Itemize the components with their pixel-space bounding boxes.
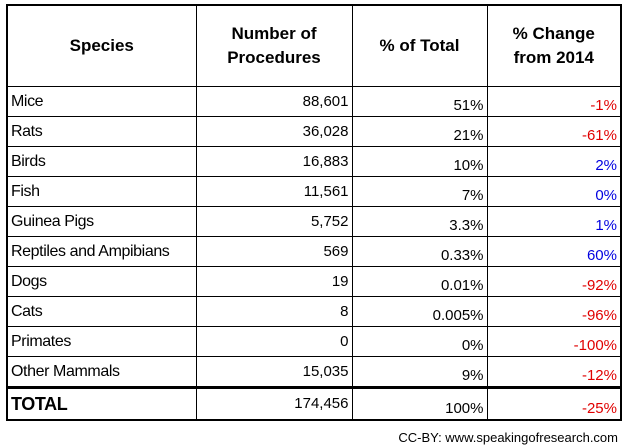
change-cell: 2% [486, 146, 622, 177]
table-row: Reptiles and Ampibians 569 0.33% 60% [6, 236, 622, 267]
change-cell: -25% [486, 386, 622, 421]
header-procedures: Number of Procedures [195, 4, 353, 87]
total-row: TOTAL 174,456 100% -25% [6, 386, 622, 421]
header-row: Species Number of Procedures % of Total … [6, 4, 622, 87]
change-cell: 1% [486, 206, 622, 237]
percent-total-cell: 51% [351, 86, 488, 117]
procedures-cell: 8 [195, 296, 353, 327]
table-row: Fish 11,561 7% 0% [6, 176, 622, 207]
percent-total-cell: 0.33% [351, 236, 488, 267]
table-row: Other Mammals 15,035 9% -12% [6, 356, 622, 388]
procedures-cell: 0 [195, 326, 353, 357]
table-row: Guinea Pigs 5,752 3.3% 1% [6, 206, 622, 237]
header-procedures-text: Number of Procedures [227, 24, 321, 67]
species-cell: Other Mammals [6, 356, 197, 388]
species-cell: Cats [6, 296, 197, 327]
table-row: Mice 88,601 51% -1% [6, 86, 622, 117]
table-row: Cats 8 0.005% -96% [6, 296, 622, 327]
species-cell: Rats [6, 116, 197, 147]
procedures-cell: 174,456 [195, 386, 353, 421]
species-cell: Birds [6, 146, 197, 177]
species-cell: Primates [6, 326, 197, 357]
header-change: % Change from 2014 [486, 4, 622, 87]
change-cell: -61% [486, 116, 622, 147]
procedures-cell: 569 [195, 236, 353, 267]
percent-total-cell: 3.3% [351, 206, 488, 237]
species-procedures-table: Species Number of Procedures % of Total … [6, 4, 622, 421]
change-cell: -92% [486, 266, 622, 297]
percent-total-cell: 0.01% [351, 266, 488, 297]
species-cell: Reptiles and Ampibians [6, 236, 197, 267]
procedures-cell: 36,028 [195, 116, 353, 147]
species-cell: Guinea Pigs [6, 206, 197, 237]
species-cell: Dogs [6, 266, 197, 297]
percent-total-cell: 7% [351, 176, 488, 207]
header-species: Species [6, 4, 197, 87]
procedures-cell: 11,561 [195, 176, 353, 207]
header-change-text: % Change from 2014 [512, 24, 595, 67]
change-cell: -100% [486, 326, 622, 357]
percent-total-cell: 100% [351, 386, 488, 421]
table-row: Birds 16,883 10% 2% [6, 146, 622, 177]
procedures-cell: 5,752 [195, 206, 353, 237]
change-cell: 60% [486, 236, 622, 267]
percent-total-cell: 21% [351, 116, 488, 147]
table-row: Rats 36,028 21% -61% [6, 116, 622, 147]
percent-total-cell: 10% [351, 146, 488, 177]
procedures-cell: 16,883 [195, 146, 353, 177]
procedures-cell: 19 [195, 266, 353, 297]
species-cell: Fish [6, 176, 197, 207]
header-percent-total: % of Total [351, 4, 488, 87]
attribution-caption: CC-BY: www.speakingofresearch.com [398, 430, 618, 445]
change-cell: 0% [486, 176, 622, 207]
procedures-cell: 88,601 [195, 86, 353, 117]
species-cell: Mice [6, 86, 197, 117]
table-row: Dogs 19 0.01% -92% [6, 266, 622, 297]
change-cell: -12% [486, 356, 622, 388]
percent-total-cell: 0.005% [351, 296, 488, 327]
change-cell: -1% [486, 86, 622, 117]
table-row: Primates 0 0% -100% [6, 326, 622, 357]
percent-total-cell: 0% [351, 326, 488, 357]
procedures-cell: 15,035 [195, 356, 353, 388]
change-cell: -96% [486, 296, 622, 327]
percent-total-cell: 9% [351, 356, 488, 388]
species-cell: TOTAL [6, 386, 197, 421]
